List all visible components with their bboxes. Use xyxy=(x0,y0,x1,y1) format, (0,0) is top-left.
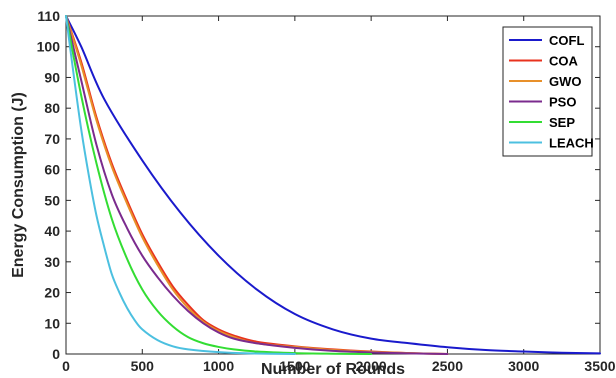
series-line-sep xyxy=(65,15,373,355)
y-tick-label: 110 xyxy=(37,8,60,24)
x-tick-label: 2500 xyxy=(432,358,463,374)
y-tick-label: 80 xyxy=(44,100,60,116)
y-tick-label: 40 xyxy=(44,223,60,239)
y-axis-label: Energy Consumption (J) xyxy=(10,92,27,278)
y-tick-label: 20 xyxy=(44,285,60,301)
y-tick-label: 50 xyxy=(44,192,60,208)
series-line-leach xyxy=(65,15,296,355)
legend-label-leach: LEACH xyxy=(549,136,594,151)
x-tick-label: 3000 xyxy=(508,358,539,374)
y-tick-label: 60 xyxy=(44,162,60,178)
legend-label-sep: SEP xyxy=(549,115,575,130)
y-tick-label: 30 xyxy=(44,254,60,270)
legend-label-gwo: GWO xyxy=(549,74,582,89)
x-tick-label: 1000 xyxy=(203,358,234,374)
legend-label-coa: COA xyxy=(549,54,579,69)
series-lines xyxy=(65,15,601,355)
x-tick-label: 500 xyxy=(131,358,155,374)
legend-box xyxy=(502,26,593,157)
y-tick-label: 0 xyxy=(52,346,60,362)
legend-label-pso: PSO xyxy=(549,95,576,110)
y-tick-label: 100 xyxy=(37,39,61,55)
legend-label-cofl: COFL xyxy=(549,33,584,48)
x-axis-label: Number of Rounds xyxy=(261,361,405,378)
x-tick-label: 3500 xyxy=(584,358,615,374)
x-tick-label: 0 xyxy=(62,358,70,374)
y-tick-label: 10 xyxy=(44,315,60,331)
y-tick-label: 90 xyxy=(44,69,60,85)
x-tick-label: 2000 xyxy=(356,358,387,374)
x-tick-label: 1500 xyxy=(279,358,310,374)
y-tick-label: 70 xyxy=(44,131,60,147)
series-line-pso xyxy=(65,15,449,355)
legend: COFL COA GWO PSO SEP LEACH xyxy=(502,26,594,157)
series-line-cofl xyxy=(65,15,601,355)
